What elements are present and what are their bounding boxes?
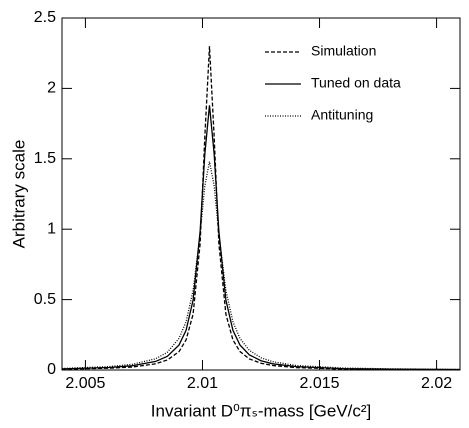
x-axis-title: Invariant D⁰πₛ-mass [GeV/c²] [151, 401, 371, 420]
y-tick-label: 0.5 [34, 291, 56, 308]
series-line [61, 105, 461, 371]
x-tick-label: 2.02 [421, 375, 452, 392]
series-line [61, 161, 461, 371]
y-tick-label: 0 [47, 361, 56, 378]
y-tick-label: 1.5 [34, 150, 56, 167]
legend-label: Antituning [311, 107, 373, 123]
x-tick-label: 2.005 [65, 375, 105, 392]
y-tick-label: 2 [47, 80, 56, 97]
series-line [61, 46, 461, 371]
y-tick-label: 2.5 [34, 9, 56, 26]
x-tick-label: 2.015 [300, 375, 340, 392]
y-tick-label: 1 [47, 220, 56, 237]
y-axis-title: Arbitrary scale [9, 140, 28, 249]
legend-label: Simulation [311, 43, 376, 59]
x-tick-label: 2.01 [187, 375, 218, 392]
legend-label: Tuned on data [311, 75, 401, 91]
plot-frame [61, 17, 461, 371]
